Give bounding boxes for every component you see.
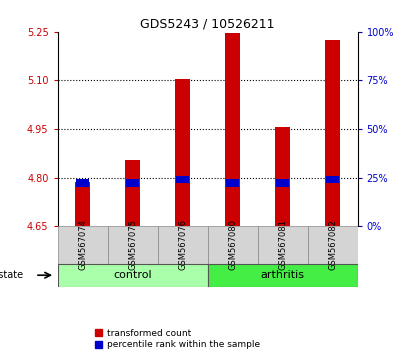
Bar	[175, 79, 190, 226]
Bar	[208, 264, 358, 287]
Text: GSM567080: GSM567080	[228, 219, 237, 270]
Text: GSM567074: GSM567074	[78, 219, 87, 270]
Bar	[208, 226, 258, 264]
Title: GDS5243 / 10526211: GDS5243 / 10526211	[140, 18, 275, 31]
Bar	[58, 264, 208, 287]
Bar	[157, 226, 208, 264]
Bar	[125, 160, 140, 226]
Legend: transformed count, percentile rank within the sample: transformed count, percentile rank withi…	[95, 329, 260, 349]
Bar	[275, 127, 290, 226]
Text: GSM567081: GSM567081	[278, 219, 287, 270]
Text: disease state: disease state	[0, 270, 23, 280]
Text: GSM567076: GSM567076	[178, 219, 187, 270]
Text: arthritis: arthritis	[261, 270, 305, 280]
Bar	[126, 179, 139, 187]
Bar	[58, 226, 108, 264]
Bar	[325, 40, 340, 226]
Bar	[307, 226, 358, 264]
Bar	[108, 226, 157, 264]
Bar	[226, 179, 239, 187]
Text: GSM567082: GSM567082	[328, 219, 337, 270]
Bar	[176, 176, 189, 183]
Bar	[225, 34, 240, 226]
Bar	[76, 179, 89, 187]
Text: control: control	[113, 270, 152, 280]
Bar	[326, 176, 339, 183]
Bar	[276, 179, 289, 187]
Text: GSM567075: GSM567075	[128, 219, 137, 270]
Bar	[75, 182, 90, 226]
Bar	[258, 226, 307, 264]
